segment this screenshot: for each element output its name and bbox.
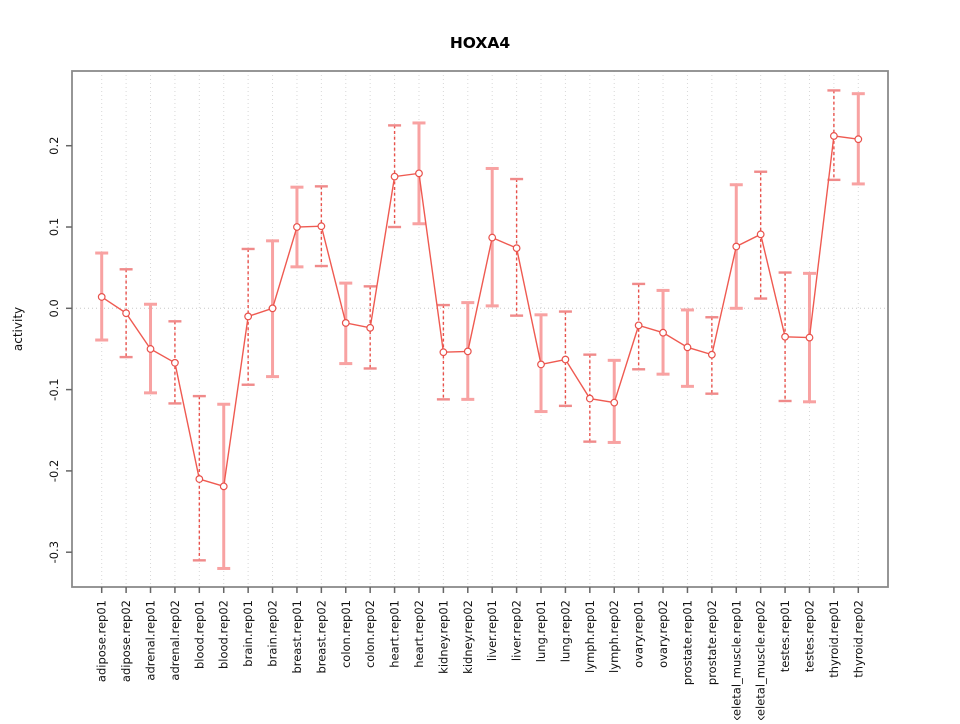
x-tick-label: liver.rep02 <box>510 600 524 661</box>
x-tick-label: lymph.rep01 <box>583 600 597 673</box>
plot-border <box>71 70 889 588</box>
x-tick-label: brain.rep01 <box>241 600 255 667</box>
data-point <box>854 135 863 144</box>
data-point <box>732 242 741 251</box>
plot-box <box>71 70 889 588</box>
data-point <box>293 223 301 231</box>
y-tick-label: -0.3 <box>47 541 61 563</box>
x-tick-label: liver.rep01 <box>485 600 499 661</box>
data-point <box>537 360 545 369</box>
data-point <box>756 230 765 239</box>
data-point <box>341 319 350 327</box>
x-tick-label: heart.rep02 <box>412 600 426 668</box>
x-tick-label: prostate.rep01 <box>680 600 694 685</box>
x-tick-label: adipose.rep01 <box>95 600 109 682</box>
data-point <box>805 333 814 342</box>
x-tick-label: adrenal.rep02 <box>168 600 182 681</box>
x-tick-label: prostate.rep02 <box>705 600 719 685</box>
data-point <box>463 347 472 356</box>
error-bars <box>95 89 865 570</box>
x-tick-label: ovary.rep01 <box>632 600 646 668</box>
data-point <box>781 332 789 341</box>
x-tick-label: blood.rep02 <box>217 600 231 669</box>
x-tick-label: adrenal.rep01 <box>144 600 158 681</box>
x-tick-label: lymph.rep02 <box>607 600 621 673</box>
y-tick-label: -0.2 <box>47 460 61 482</box>
data-point <box>366 323 375 332</box>
x-axis-ticks <box>100 587 860 593</box>
data-point <box>488 233 497 242</box>
x-tick-label: breast.rep01 <box>290 600 304 674</box>
x-tick-label: blood.rep01 <box>192 600 206 669</box>
data-point <box>268 304 277 313</box>
x-tick-label: brain.rep02 <box>266 600 280 667</box>
x-tick-label: kidney.rep01 <box>436 600 450 674</box>
x-tick-label: kidney.rep02 <box>461 600 475 674</box>
x-tick-label: adipose.rep02 <box>119 600 133 682</box>
x-tick-label: skeletal_muscle.rep02 <box>754 600 768 720</box>
x-tick-label: lung.rep02 <box>558 600 572 662</box>
data-point <box>585 394 594 403</box>
data-point <box>122 309 131 318</box>
x-tick-label: heart.rep01 <box>388 600 402 668</box>
y-tick-label: 0.0 <box>47 299 61 317</box>
activity-line <box>101 135 859 488</box>
x-tick-label: testes.rep02 <box>802 600 816 672</box>
data-point <box>171 358 179 367</box>
data-point <box>415 169 423 178</box>
data-point <box>829 132 838 140</box>
x-tick-label: skeletal_muscle.rep01 <box>729 600 743 720</box>
data-point-markers <box>97 132 863 491</box>
x-axis-tick-labels: adipose.rep01 adipose.rep02 adrenal.rep01 a… <box>95 600 866 724</box>
data-point <box>97 293 106 301</box>
x-tick-label: ovary.rep02 <box>656 600 670 668</box>
data-point <box>219 482 228 491</box>
data-point <box>146 345 155 353</box>
x-tick-label: testes.rep01 <box>778 600 792 672</box>
y-tick-label: 0.2 <box>47 137 61 155</box>
data-point <box>244 312 253 321</box>
data-point <box>707 350 716 359</box>
data-point <box>390 172 399 181</box>
y-axis-label: activity <box>11 307 25 351</box>
x-tick-label: thyroid.rep01 <box>827 600 841 678</box>
data-point <box>439 348 448 357</box>
data-point <box>317 222 326 231</box>
data-point <box>683 343 692 352</box>
data-point <box>195 475 204 483</box>
data-point <box>610 398 619 407</box>
data-point <box>512 244 521 253</box>
chart-title: HOXA4 <box>450 34 511 52</box>
y-axis-ticks <box>66 144 72 553</box>
x-tick-label: lung.rep01 <box>534 600 548 662</box>
x-tick-label: breast.rep02 <box>314 600 328 674</box>
data-point <box>659 328 667 337</box>
series-line <box>101 135 859 488</box>
data-point <box>634 321 643 330</box>
y-tick-label: -0.1 <box>47 378 61 400</box>
x-tick-label: thyroid.rep02 <box>851 600 865 678</box>
data-point <box>561 355 570 364</box>
x-tick-label: colon.rep02 <box>363 600 377 668</box>
y-axis-tick-labels: 0.2 0.1 0.0 -0.1 -0.2 -0.3 <box>47 137 61 564</box>
x-tick-label: colon.rep01 <box>339 600 353 668</box>
gridlines <box>101 71 859 587</box>
y-tick-label: 0.1 <box>47 218 61 236</box>
